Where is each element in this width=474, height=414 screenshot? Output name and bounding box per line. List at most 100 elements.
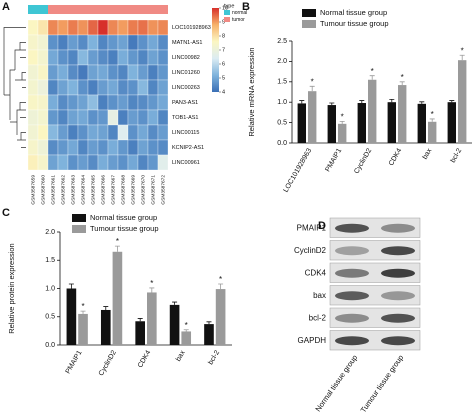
- heat-cell: [157, 94, 169, 111]
- heat-cell: [47, 154, 59, 171]
- y-tick-label: 2.0: [277, 58, 287, 65]
- column-label: GSM3587664: [80, 175, 86, 205]
- significance-mark: *: [150, 279, 153, 288]
- heat-cell: [137, 139, 149, 156]
- heat-cell: [117, 19, 129, 36]
- error-bar: [449, 100, 455, 103]
- heat-cell: [37, 19, 49, 36]
- heat-cell: [77, 109, 89, 126]
- x-tick-label: bax: [422, 147, 434, 161]
- error-bar: [299, 100, 305, 104]
- heat-cell: [37, 94, 49, 111]
- error-bar: [339, 120, 345, 124]
- heat-cell: [157, 139, 169, 156]
- heat-cell: [77, 34, 89, 51]
- heat-cell: [127, 49, 139, 66]
- error-bar: [218, 283, 224, 290]
- heat-cell: [107, 34, 119, 51]
- heat-cell: [47, 34, 59, 51]
- y-tick-label: 0.5: [45, 314, 55, 321]
- panel-letter: B: [242, 1, 250, 13]
- x-tick-label: bcl-2: [450, 147, 464, 164]
- row-label: TOB1-AS1: [172, 115, 199, 121]
- blot-column-label: Normal tissue group: [313, 353, 359, 413]
- heat-cell: [117, 49, 129, 66]
- error-bar: [309, 85, 315, 92]
- blot-band: [335, 246, 369, 256]
- y-tick-label: 1.0: [45, 285, 55, 292]
- heat-cell: [147, 79, 159, 96]
- panel-letter: D: [318, 220, 326, 232]
- blot-band: [335, 291, 369, 301]
- error-bar: [137, 318, 143, 322]
- blot-row-label: CyclinD2: [294, 246, 327, 255]
- legend-swatch: [72, 214, 86, 222]
- column-label: GSM3587668: [120, 175, 126, 205]
- heat-cell: [127, 79, 139, 96]
- blot-band: [381, 291, 415, 301]
- heat-cell: [107, 154, 119, 171]
- type-cell: [138, 5, 148, 14]
- blot-band: [335, 313, 369, 323]
- heat-cell: [37, 139, 49, 156]
- row-label: MATN1-AS1: [172, 40, 202, 46]
- heat-cell: [87, 124, 99, 141]
- heat-cell: [157, 124, 169, 141]
- y-tick-label: 1.0: [277, 99, 287, 106]
- bar: [357, 103, 366, 143]
- heat-cell: [97, 139, 109, 156]
- blot-band: [335, 268, 369, 278]
- bar: [458, 60, 467, 144]
- heat-cell: [87, 109, 99, 126]
- heat-cell: [77, 154, 89, 171]
- heat-cell: [67, 154, 79, 171]
- heat-cell: [147, 124, 159, 141]
- row-label: LINC00115: [172, 130, 199, 136]
- heat-cell: [57, 49, 69, 66]
- heat-cell: [137, 64, 149, 81]
- blot-row-label: GAPDH: [298, 336, 327, 345]
- error-bar: [103, 306, 109, 310]
- column-label: GSM3587659: [30, 175, 36, 205]
- column-label: GSM3587666: [100, 175, 106, 205]
- colorbar-label: 7: [222, 47, 225, 53]
- error-bar: [206, 321, 212, 325]
- type-legend-label: normal: [232, 10, 247, 16]
- heat-cell: [147, 19, 159, 36]
- blot-band: [381, 223, 415, 233]
- x-tick-label: CyclinD2: [353, 147, 373, 175]
- column-label: GSM3587665: [90, 175, 96, 205]
- type-cell: [98, 5, 108, 14]
- heat-cell: [27, 109, 39, 126]
- heat-cell: [67, 19, 79, 36]
- y-tick-label: 1.5: [45, 257, 55, 264]
- heat-cell: [157, 109, 169, 126]
- type-cell: [108, 5, 118, 14]
- bar: [100, 309, 111, 345]
- heat-cell: [127, 34, 139, 51]
- row-label: LINC00982: [172, 55, 200, 61]
- x-tick-label: PMAIP1: [65, 349, 84, 375]
- heat-cell: [107, 79, 119, 96]
- heat-cell: [87, 79, 99, 96]
- heat-cell: [27, 154, 39, 171]
- heat-cell: [77, 49, 89, 66]
- heat-cell: [87, 139, 99, 156]
- heat-cell: [97, 64, 109, 81]
- heat-cell: [57, 154, 69, 171]
- heat-cell: [97, 19, 109, 36]
- error-bar: [149, 287, 155, 293]
- bar: [308, 91, 317, 143]
- error-bar: [399, 81, 405, 86]
- blot-band: [381, 246, 415, 256]
- bar: [147, 292, 157, 345]
- blot-band: [381, 336, 415, 346]
- column-label: GSM3587660: [40, 175, 46, 205]
- heat-cell: [157, 79, 169, 96]
- heat-cell: [47, 139, 59, 156]
- type-cell: [58, 5, 68, 14]
- heat-cell: [157, 64, 169, 81]
- column-label: GSM3587661: [50, 175, 56, 205]
- heat-cell: [27, 64, 39, 81]
